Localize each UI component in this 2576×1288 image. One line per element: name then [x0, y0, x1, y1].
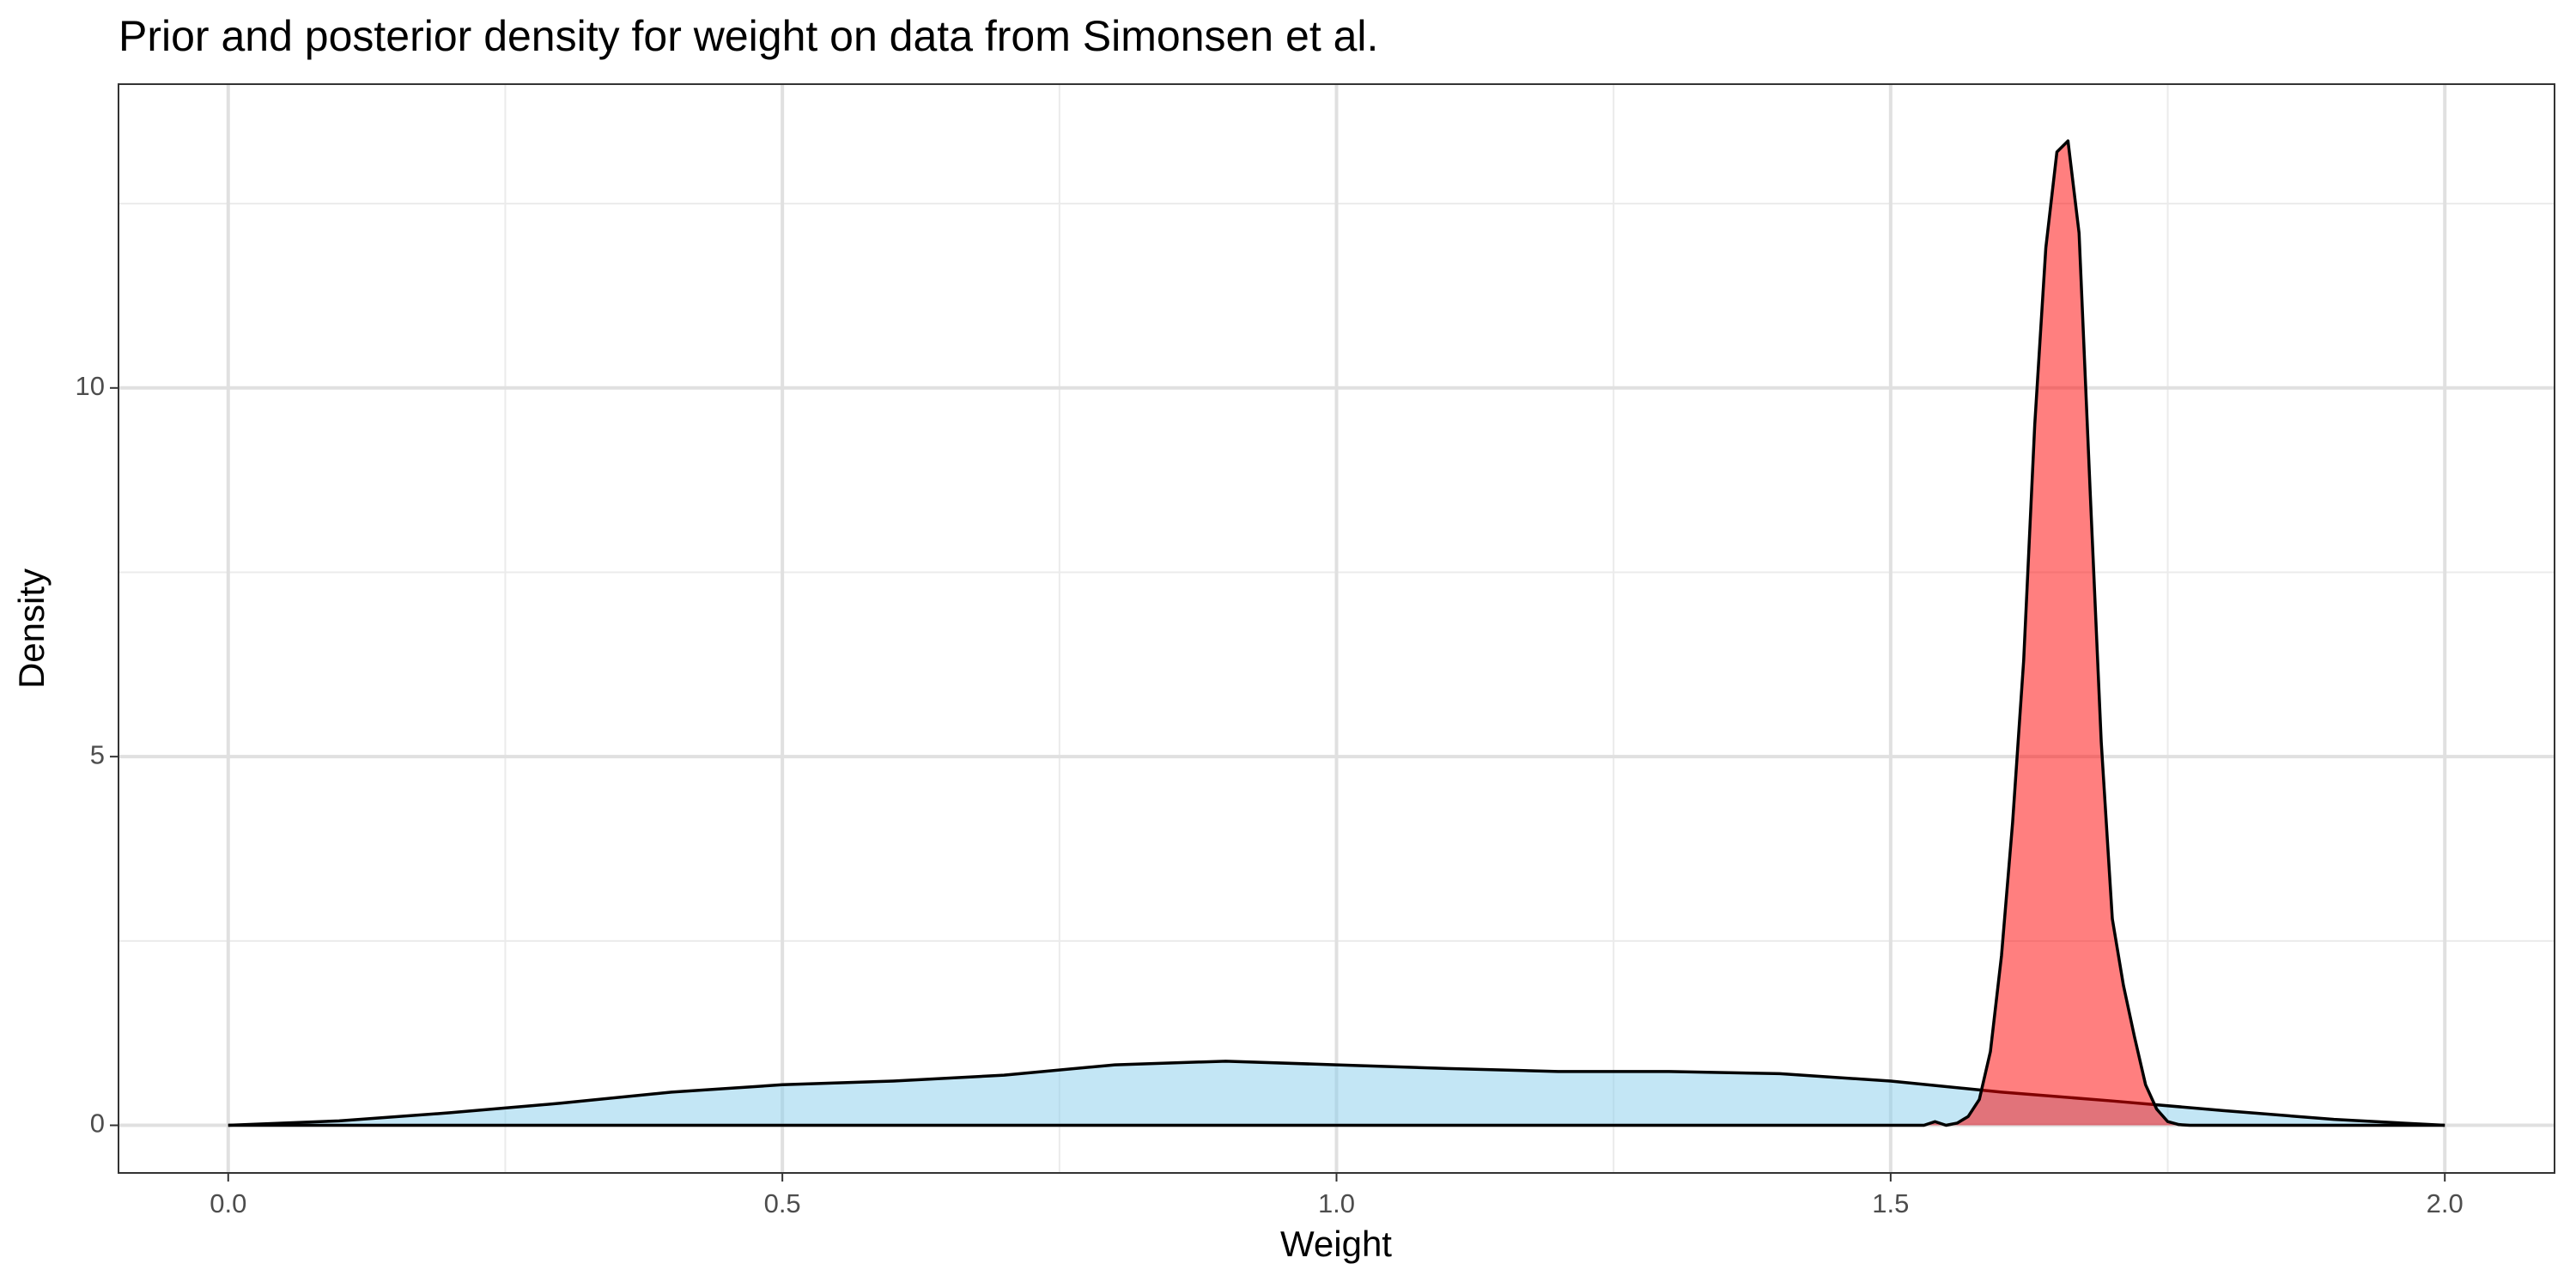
y-tick-label: 5 — [90, 739, 105, 769]
density-area — [228, 1060, 2445, 1126]
y-tick-label: 0 — [90, 1109, 105, 1139]
x-tick-label: 1.5 — [1872, 1188, 1909, 1218]
panel-border — [118, 83, 2555, 1174]
x-axis-title: Weight — [1280, 1224, 1392, 1264]
x-tick-label: 2.0 — [2427, 1188, 2464, 1218]
y-axis-title: Density — [11, 568, 52, 689]
x-tick-label: 0.5 — [764, 1188, 801, 1218]
density-outline — [228, 139, 2445, 1127]
x-tick-label: 1.0 — [1318, 1188, 1355, 1218]
chart-title: Prior and posterior density for weight o… — [118, 12, 1378, 60]
y-tick-label: 10 — [76, 371, 105, 401]
x-tick-label: 0.0 — [210, 1188, 246, 1218]
